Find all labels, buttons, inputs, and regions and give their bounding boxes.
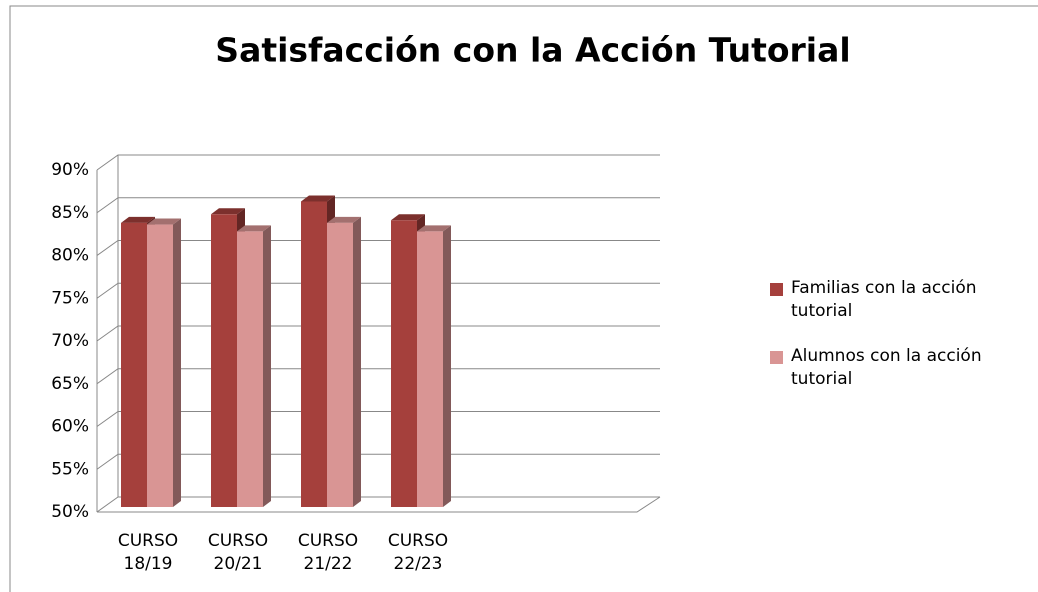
legend-swatch [770, 283, 783, 296]
y-tick-label: 65% [51, 374, 89, 394]
y-tick-label: 85% [51, 203, 89, 223]
y-tick-label: 55% [51, 459, 89, 479]
x-tick-label: CURSO 18/19 [117, 531, 179, 574]
bar [147, 224, 173, 507]
bar-top [211, 208, 245, 215]
floor-edge [97, 496, 661, 513]
bar-top [301, 195, 335, 202]
grid-line [96, 411, 660, 427]
bar-top [417, 225, 451, 232]
y-tick-label: 80% [51, 246, 89, 266]
y-tick-label: 60% [51, 417, 89, 437]
bar-side [173, 218, 181, 507]
bar-top [391, 214, 425, 221]
y-tick-label: 90% [51, 160, 89, 180]
y-tick-label: 70% [51, 331, 89, 351]
bar-side [443, 225, 451, 507]
grid-line [96, 325, 660, 342]
x-tick-label: CURSO 20/21 [207, 531, 269, 574]
x-tick-label: CURSO 22/23 [387, 531, 449, 574]
grid-line [96, 453, 660, 470]
bar-top [327, 216, 361, 223]
bar-top [237, 225, 271, 232]
bar [211, 214, 237, 508]
bar [237, 231, 263, 507]
legend-label: Alumnos con la acción tutorial [791, 346, 982, 389]
x-tick-label: CURSO 21/22 [297, 531, 359, 574]
bar-side [263, 225, 271, 507]
bar-top [121, 216, 155, 223]
y-tick-label: 75% [51, 288, 89, 308]
y-tick-label: 50% [51, 502, 89, 522]
bar-top [147, 218, 181, 225]
grid-line [96, 240, 660, 256]
grid-line [96, 154, 660, 171]
grid-line [96, 197, 660, 214]
bar [121, 222, 147, 507]
chart-title: Satisfacción con la Acción Tutorial [215, 31, 850, 70]
frame [9, 5, 1038, 592]
grid-line [96, 496, 660, 513]
legend-label: Familias con la acción tutorial [791, 278, 977, 321]
bar [327, 222, 353, 507]
grid-line [96, 282, 660, 299]
bar [417, 231, 443, 507]
bar-side [353, 216, 361, 507]
grid-line [96, 368, 660, 385]
bar [391, 220, 417, 507]
bar [301, 201, 327, 507]
legend-swatch [770, 351, 783, 364]
